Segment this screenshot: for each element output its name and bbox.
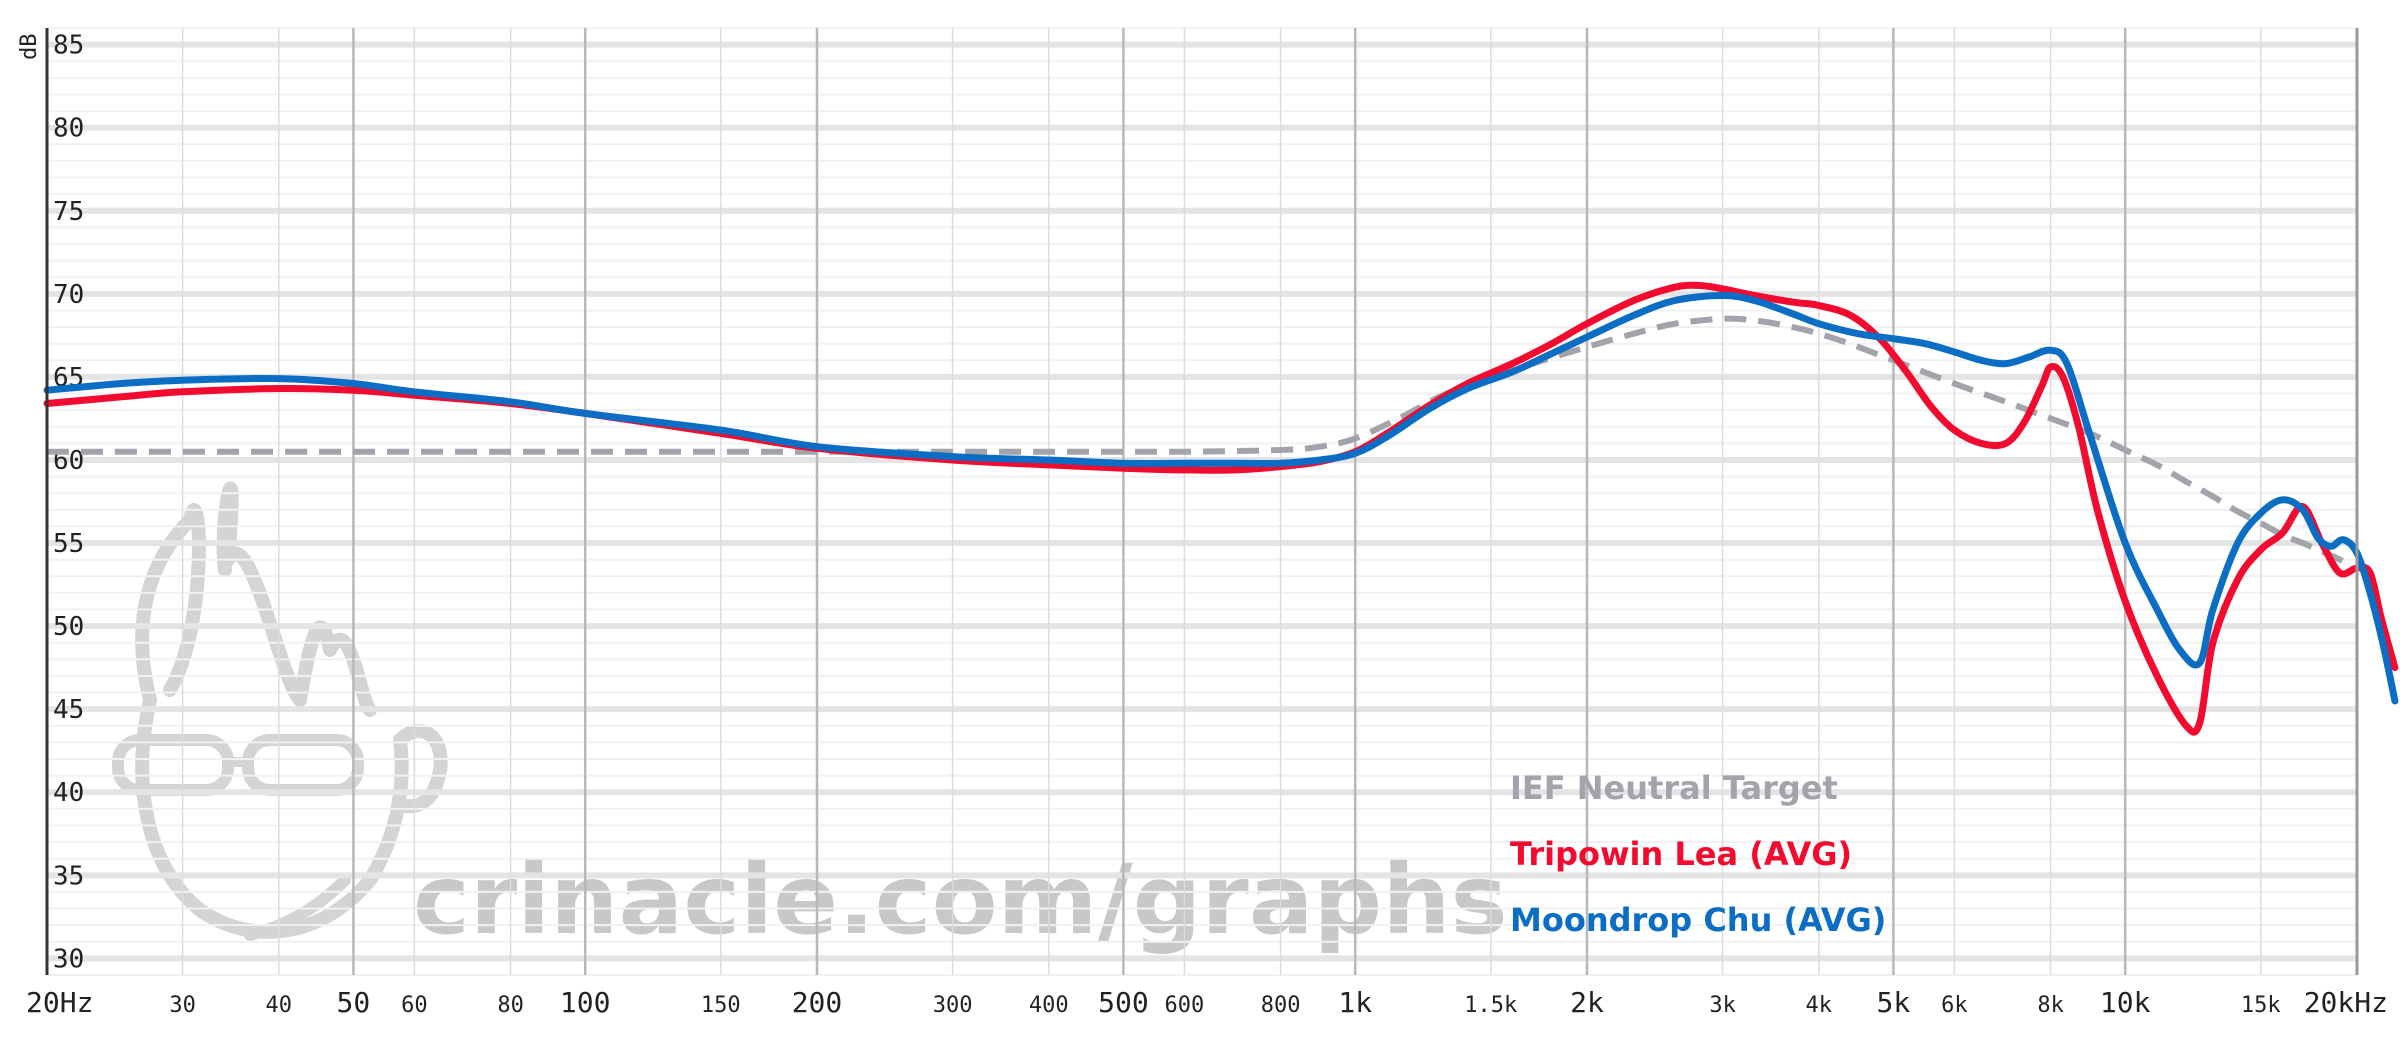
x-tick-label: 400 [1029, 993, 1069, 1018]
x-tick-label: 50 [337, 986, 371, 1019]
x-tick-label: 15k [2241, 993, 2281, 1018]
y-tick-label: 75 [53, 197, 84, 227]
x-tick-label: 1k [1338, 986, 1372, 1019]
y-tick-label: 30 [53, 944, 84, 974]
series-line-moondrop-chu-avg [43, 292, 2399, 705]
y-tick-label: 40 [53, 778, 84, 808]
watermark-text: crinacle.com/graphs [413, 844, 1508, 956]
x-tick-label: 80 [497, 993, 524, 1018]
x-tick-label: 20kHz [2304, 986, 2388, 1019]
legend-item-moondrop-chu: Moondrop Chu (AVG) [1510, 901, 1886, 939]
x-tick-label: 40 [266, 993, 293, 1018]
y-tick-label: 35 [53, 861, 84, 891]
series-group [43, 281, 2399, 736]
x-tick-label: 20Hz [26, 986, 93, 1019]
x-tick-label: 60 [401, 993, 428, 1018]
x-tick-label: 30 [169, 993, 196, 1018]
x-tick-label: 1.5k [1464, 993, 1517, 1018]
series-line-ief-neutral-target [46, 315, 2356, 571]
x-tick-label: 150 [701, 993, 741, 1018]
y-tick-label: 85 [53, 31, 84, 61]
x-tick-label: 800 [1261, 993, 1301, 1018]
legend-item-tripowin-lea: Tripowin Lea (AVG) [1510, 835, 1852, 873]
legend-item-ief-neutral-target: IEF Neutral Target [1510, 769, 1838, 807]
x-tick-label: 4k [1806, 993, 1833, 1018]
x-tick-label: 2k [1570, 986, 1604, 1019]
y-tick-label: 70 [53, 280, 84, 310]
x-tick-label: 200 [792, 986, 843, 1019]
x-tick-label: 8k [2037, 993, 2064, 1018]
y-tick-label: 55 [53, 529, 84, 559]
grid [45, 27, 2359, 976]
y-tick-label: 50 [53, 612, 84, 642]
y-axis-label: dB [17, 34, 42, 61]
x-tick-label: 3k [1709, 993, 1736, 1018]
y-tick-label: 45 [53, 695, 84, 725]
x-tick-label: 100 [560, 986, 611, 1019]
x-tick-label: 300 [933, 993, 973, 1018]
x-tick-label: 5k [1877, 986, 1911, 1019]
x-tick-label: 500 [1098, 986, 1149, 1019]
x-tick-label: 10k [2100, 986, 2151, 1019]
y-tick-label: 80 [53, 114, 84, 144]
x-tick-label: 6k [1941, 993, 1968, 1018]
x-tick-label: 600 [1165, 993, 1205, 1018]
x-axis-ticks: 20Hz 30 40 50 60 80 100 150 200 300 400 500 600 800 1k… [26, 986, 2388, 1019]
legend: IEF Neutral Target Tripowin Lea (AVG) Mo… [1510, 769, 1886, 939]
